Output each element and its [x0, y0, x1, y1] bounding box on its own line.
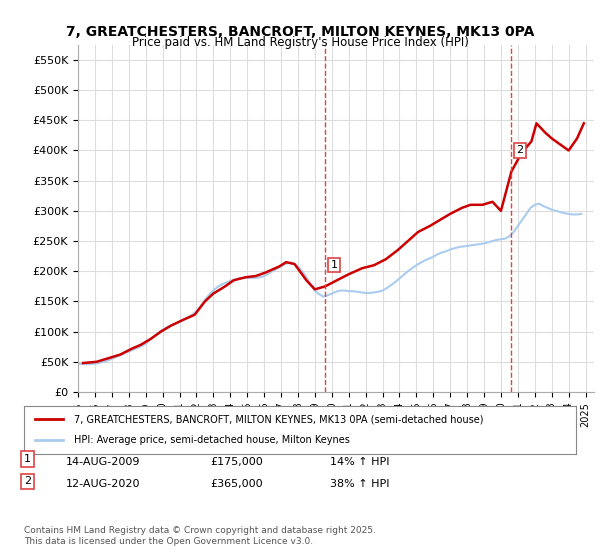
Text: Price paid vs. HM Land Registry's House Price Index (HPI): Price paid vs. HM Land Registry's House … [131, 36, 469, 49]
Text: 12-AUG-2020: 12-AUG-2020 [66, 479, 140, 489]
Text: 1: 1 [331, 260, 337, 270]
Text: HPI: Average price, semi-detached house, Milton Keynes: HPI: Average price, semi-detached house,… [74, 435, 350, 445]
Text: 2: 2 [24, 477, 31, 487]
Text: 14% ↑ HPI: 14% ↑ HPI [330, 457, 389, 467]
Text: 2: 2 [517, 146, 524, 156]
Text: £365,000: £365,000 [210, 479, 263, 489]
Text: 7, GREATCHESTERS, BANCROFT, MILTON KEYNES, MK13 0PA (semi-detached house): 7, GREATCHESTERS, BANCROFT, MILTON KEYNE… [74, 414, 483, 424]
Text: £175,000: £175,000 [210, 457, 263, 467]
Text: 38% ↑ HPI: 38% ↑ HPI [330, 479, 389, 489]
Text: 7, GREATCHESTERS, BANCROFT, MILTON KEYNES, MK13 0PA: 7, GREATCHESTERS, BANCROFT, MILTON KEYNE… [66, 25, 534, 39]
Text: 1: 1 [24, 454, 31, 464]
Text: Contains HM Land Registry data © Crown copyright and database right 2025.
This d: Contains HM Land Registry data © Crown c… [24, 526, 376, 546]
Text: 14-AUG-2009: 14-AUG-2009 [66, 457, 140, 467]
